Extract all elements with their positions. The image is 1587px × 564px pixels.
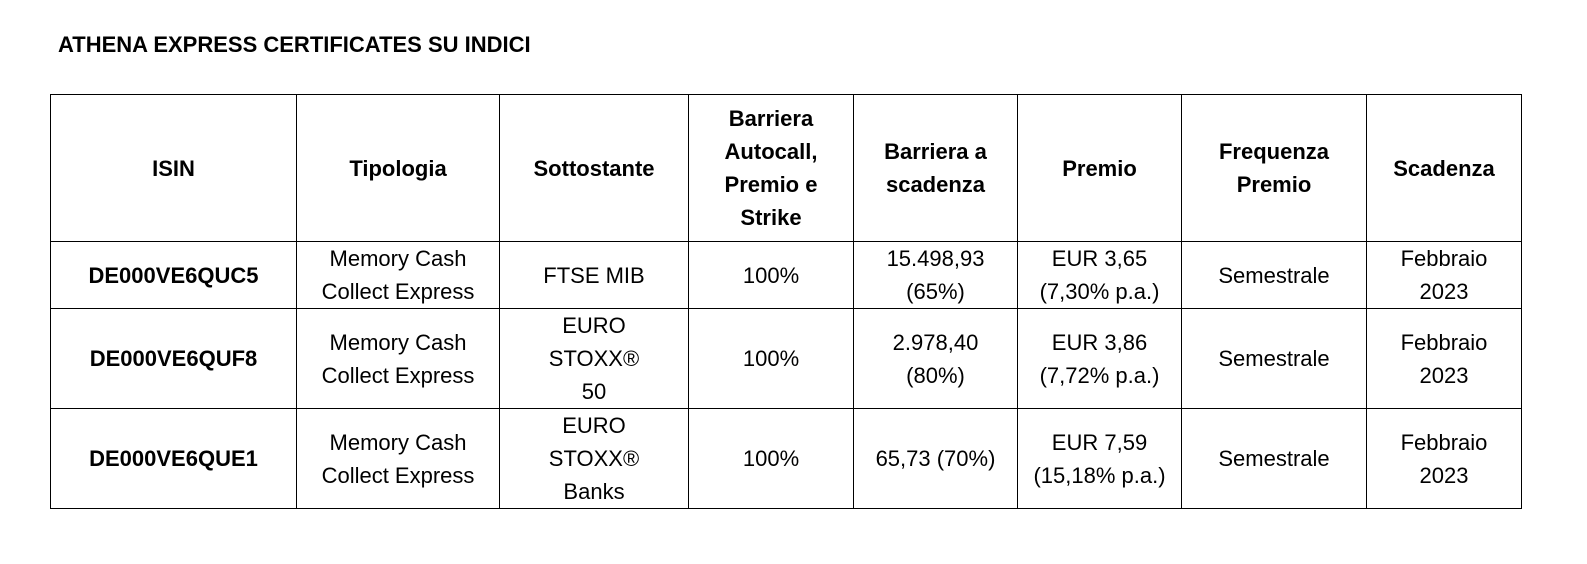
cell-line: Autocall, — [724, 139, 818, 164]
cell-line: Memory Cash — [329, 246, 467, 271]
cell-line: 100% — [742, 346, 800, 371]
cell-line: Premio — [1062, 155, 1137, 181]
cell-line: 2023 — [1419, 362, 1469, 388]
cell-line: Semestrale — [1218, 446, 1330, 471]
cell-line: Semestrale — [1218, 346, 1330, 371]
cell-line: EUR 7,59 — [1051, 429, 1148, 455]
table-cell: EURO STOXX® Banks — [499, 408, 689, 509]
header-cell: Sottostante — [499, 94, 689, 242]
cell-line: (80%) — [906, 362, 965, 388]
cell-line: STOXX® — [548, 346, 640, 371]
header-cell: Barriera Autocall, Premio e Strike — [688, 94, 854, 242]
cell-line: Tipologia — [349, 155, 447, 181]
header-cell: Tipologia — [296, 94, 500, 242]
header-cell: Premio — [1017, 94, 1182, 242]
isin-cell: DE000VE6QUE1 — [50, 408, 297, 509]
table-cell: Memory Cash Collect Express — [296, 408, 500, 509]
cell-line: EURO — [562, 313, 626, 338]
table-cell: EUR 3,86 (7,72% p.a.) — [1017, 308, 1182, 409]
cell-line: 2.978,40 — [892, 329, 979, 355]
header-cell: ISIN — [50, 94, 297, 242]
cell-line: (7,72% p.a.) — [1039, 362, 1160, 388]
table-cell: Febbraio 2023 — [1366, 241, 1522, 309]
table-cell: 100% — [688, 308, 854, 409]
header-cell: Barriera a scadenza — [853, 94, 1018, 242]
table-cell: Memory Cash Collect Express — [296, 308, 500, 409]
cell-line: Collect Express — [321, 362, 475, 388]
cell-line: Frequenza — [1218, 139, 1330, 164]
cell-line: 65,73 (70%) — [875, 446, 996, 471]
cell-line: Barriera — [728, 106, 814, 131]
table-cell: Semestrale — [1181, 308, 1367, 409]
cell-line: Premio — [1236, 172, 1312, 197]
table-cell: 100% — [688, 408, 854, 509]
cell-line: Febbraio — [1400, 429, 1488, 455]
cell-line: Collect Express — [321, 279, 475, 304]
cell-line: 15.498,93 — [886, 246, 985, 271]
table-cell: EUR 7,59 (15,18% p.a.) — [1017, 408, 1182, 509]
cell-line: 100% — [742, 446, 800, 471]
table-cell: Semestrale — [1181, 408, 1367, 509]
header-row: ISIN Tipologia Sottostante Barriera Autocall… — [50, 94, 1522, 242]
table-cell: Semestrale — [1181, 241, 1367, 309]
cell-line: EURO — [562, 413, 626, 438]
cell-line: Febbraio — [1400, 246, 1488, 271]
header-cell: Frequenza Premio — [1181, 94, 1367, 242]
isin-cell: DE000VE6QUF8 — [50, 308, 297, 409]
table-cell: Memory Cash Collect Express — [296, 241, 500, 309]
cell-line: Premio e — [724, 172, 818, 197]
cell-line: Sottostante — [533, 155, 655, 181]
table-cell: Febbraio 2023 — [1366, 308, 1522, 409]
table-cell: EURO STOXX® 50 — [499, 308, 689, 409]
cell-line: 50 — [581, 379, 607, 404]
cell-line: FTSE MIB — [543, 262, 645, 288]
cell-line: Collect Express — [321, 462, 475, 488]
header-cell: Scadenza — [1366, 94, 1522, 242]
cell-line: DE000VE6QUF8 — [89, 346, 258, 371]
cell-line: DE000VE6QUE1 — [89, 446, 258, 471]
cell-line: ISIN — [152, 155, 195, 181]
table-row: DE000VE6QUC5 Memory Cash Collect Express FT… — [50, 241, 1522, 309]
cell-line: (65%) — [906, 279, 965, 304]
cell-line: scadenza — [885, 172, 986, 197]
isin-cell: DE000VE6QUC5 — [50, 241, 297, 309]
table-cell: 15.498,93 (65%) — [853, 241, 1018, 309]
cell-line: DE000VE6QUC5 — [88, 262, 259, 288]
cell-line: Scadenza — [1393, 155, 1495, 181]
table-cell: 100% — [688, 241, 854, 309]
cell-line: EUR 3,65 — [1051, 246, 1148, 271]
cell-line: 100% — [742, 262, 800, 288]
table-row: DE000VE6QUF8 Memory Cash Collect Express EU… — [50, 308, 1522, 409]
table-row: DE000VE6QUE1 Memory Cash Collect Express EU… — [50, 408, 1522, 509]
cell-line: 2023 — [1419, 462, 1469, 488]
cell-line: 2023 — [1419, 279, 1469, 304]
title: ATHENA EXPRESS CERTIFICATES SU INDICI — [58, 32, 531, 57]
table-cell: Febbraio 2023 — [1366, 408, 1522, 509]
cell-line: EUR 3,86 — [1051, 329, 1148, 355]
cell-line: (15,18% p.a.) — [1033, 462, 1166, 488]
cell-line: Banks — [563, 479, 625, 504]
cell-line: Memory Cash — [329, 429, 467, 455]
table-cell: 2.978,40 (80%) — [853, 308, 1018, 409]
table-cell: EUR 3,65 (7,30% p.a.) — [1017, 241, 1182, 309]
cell-line: Semestrale — [1218, 262, 1330, 288]
cell-line: Memory Cash — [329, 329, 467, 355]
cell-line: (7,30% p.a.) — [1039, 279, 1160, 304]
cell-line: Barriera a — [884, 139, 987, 164]
table: ISIN Tipologia Sottostante Barriera Autocall… — [50, 94, 1522, 509]
cell-line: STOXX® — [548, 446, 640, 471]
table-cell: 65,73 (70%) — [853, 408, 1018, 509]
cell-line: Strike — [740, 205, 802, 230]
cell-line: Febbraio — [1400, 329, 1488, 355]
table-cell: FTSE MIB — [499, 241, 689, 309]
